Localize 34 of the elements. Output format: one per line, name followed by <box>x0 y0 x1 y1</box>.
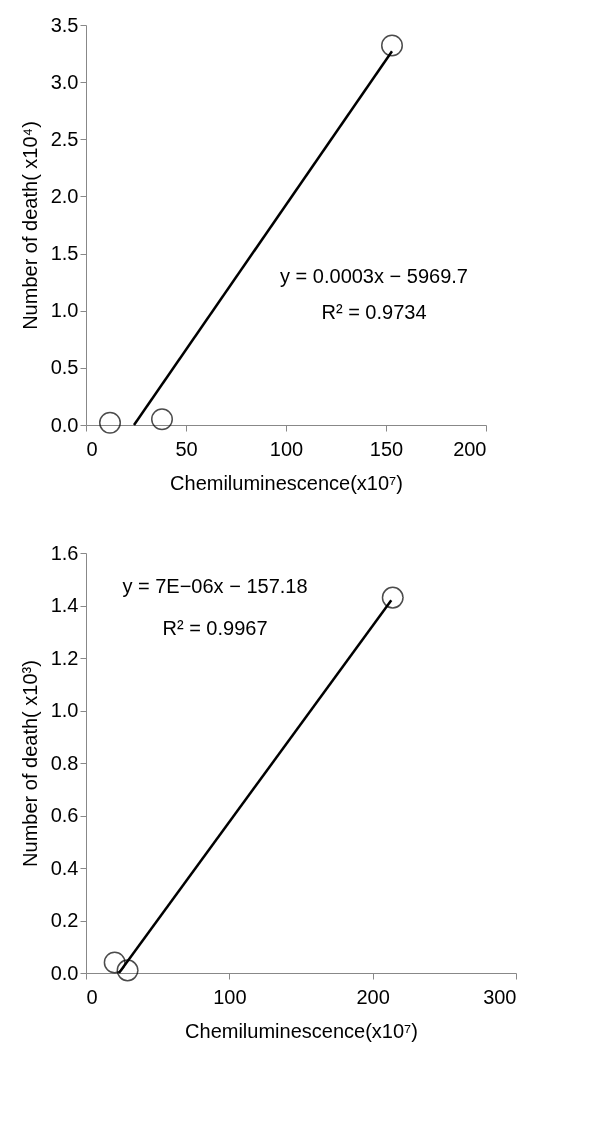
x-tick-label: 100 <box>269 437 304 460</box>
x-tick-label: 200 <box>356 985 390 1008</box>
annotation: R² = 0.9967 <box>162 616 268 639</box>
x-axis-title: Chemiluminescence(x10⁷) <box>170 471 403 494</box>
y-axis-title: Number of death( x10³) <box>18 660 41 867</box>
y-tick-label: 0.5 <box>50 356 79 379</box>
y-tick-label: 1.0 <box>50 299 79 322</box>
y-tick-label: 3.0 <box>50 70 79 93</box>
annotation: y = 7E−06x − 157.18 <box>122 574 308 597</box>
y-tick-label: 0.4 <box>50 856 79 879</box>
y-tick-label: 2.5 <box>50 127 79 150</box>
y-tick-label: 0.0 <box>50 961 79 984</box>
y-tick-label: 1.5 <box>50 242 79 265</box>
y-tick-label: 3.5 <box>50 13 79 36</box>
y-tick-label: 0.6 <box>50 804 79 826</box>
annotation: y = 0.0003x − 5969.7 <box>280 265 468 287</box>
y-tick-label: 1.4 <box>50 594 79 616</box>
y-tick-label: 1.2 <box>50 646 79 669</box>
x-axis-title: Chemiluminescence(x10⁷) <box>185 1019 418 1042</box>
y-tick-label: 1.0 <box>50 699 79 721</box>
y-tick-label: 0.0 <box>50 413 79 436</box>
x-tick-label: 50 <box>175 437 198 460</box>
y-tick-label: 2.0 <box>50 184 79 207</box>
x-tick-label: 150 <box>369 437 404 460</box>
y-tick-label: 0.8 <box>50 751 79 774</box>
y-tick-label: 1.6 <box>50 541 79 564</box>
x-tick-label: 300 <box>483 985 517 1008</box>
annotation: R² = 0.9734 <box>321 301 427 323</box>
y-tick-label: 0.2 <box>50 909 79 931</box>
y-axis-title: Number of death( x10⁴) <box>18 121 41 330</box>
x-tick-label: 100 <box>213 985 247 1008</box>
x-tick-label: 200 <box>453 437 487 460</box>
x-tick-label: 0 <box>86 985 98 1008</box>
x-tick-label: 0 <box>86 437 98 460</box>
